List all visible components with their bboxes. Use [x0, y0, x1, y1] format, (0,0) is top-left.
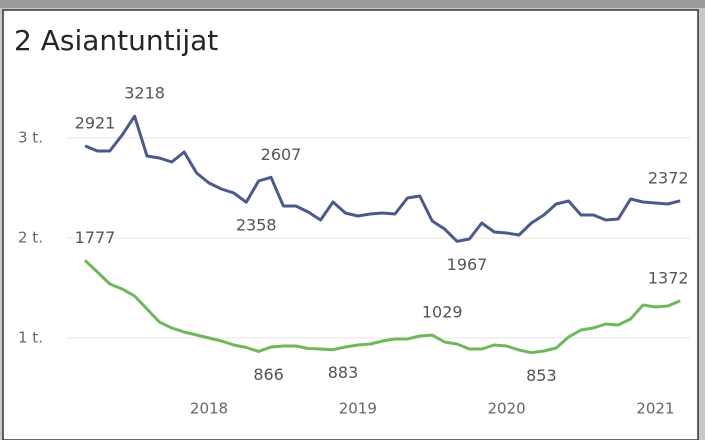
data-label: 1967: [447, 255, 488, 274]
x-tick-label: 2019: [339, 400, 377, 418]
chart-title: 2 Asiantuntijat: [14, 24, 218, 57]
data-label: 2921: [75, 113, 116, 132]
data-label: 1372: [648, 268, 689, 287]
x-tick-label: 2020: [488, 400, 526, 418]
data-label: 3218: [124, 84, 165, 103]
data-label: 2358: [236, 216, 277, 235]
data-label: 883: [328, 363, 359, 382]
data-label: 1029: [422, 303, 463, 322]
top-bar: [0, 0, 705, 8]
card: [2, 9, 699, 440]
y-tick-label: 2 t.: [18, 229, 43, 247]
y-tick-label: 1 t.: [18, 329, 43, 347]
x-tick-label: 2018: [190, 400, 228, 418]
series-line: [83, 259, 681, 355]
series-line: [84, 114, 681, 243]
data-label: 1777: [75, 228, 116, 247]
y-tick-label: 3 t.: [18, 129, 43, 147]
data-label: 853: [526, 366, 557, 385]
data-label: 866: [253, 365, 284, 384]
data-label: 2372: [648, 168, 689, 187]
data-label: 2607: [261, 145, 302, 164]
x-tick-label: 2021: [636, 400, 674, 418]
